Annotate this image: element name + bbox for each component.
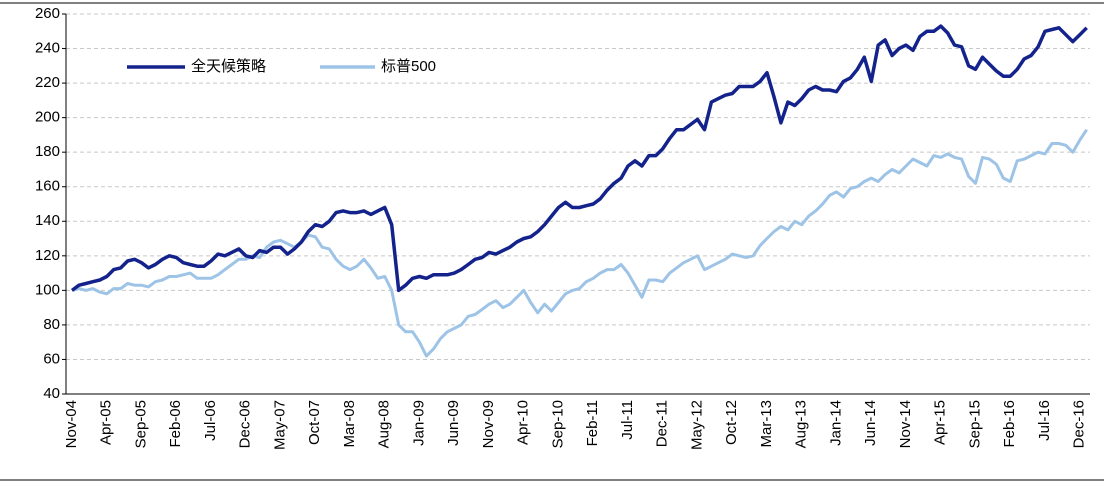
- x-tick-label: Dec-16: [1071, 400, 1088, 448]
- x-tick-label: May-12: [688, 400, 705, 450]
- x-tick-label: Jun-14: [862, 400, 879, 446]
- x-tick-label: Apr-10: [515, 400, 532, 445]
- x-tick-label: Jan-09: [410, 400, 427, 446]
- x-tick-label: Dec-11: [654, 400, 671, 447]
- y-tick-label: 80: [43, 316, 60, 333]
- x-tick-label: Apr-05: [98, 400, 115, 445]
- x-tick-label: Mar-08: [341, 400, 358, 448]
- y-tick-label: 260: [35, 5, 60, 22]
- x-tick-label: Jul-06: [202, 400, 219, 441]
- x-tick-label: Sep-05: [132, 400, 149, 448]
- y-tick-label: 40: [43, 385, 60, 402]
- x-tick-label: Jun-09: [445, 400, 462, 446]
- y-tick-label: 160: [35, 178, 60, 195]
- x-tick-label: Aug-08: [376, 400, 393, 448]
- y-tick-label: 140: [35, 212, 60, 229]
- x-tick-label: May-07: [271, 400, 288, 450]
- y-tick-label: 120: [35, 247, 60, 264]
- x-tick-label: Jul-16: [1036, 400, 1053, 441]
- y-tick-label: 220: [35, 74, 60, 91]
- legend-label: 标普500: [381, 58, 436, 75]
- x-tick-label: Oct-07: [306, 400, 323, 445]
- x-tick-label: Nov-14: [897, 400, 914, 448]
- y-tick-label: 200: [35, 109, 60, 126]
- x-tick-label: Dec-06: [237, 400, 254, 448]
- legend-label: 全天候策略: [191, 57, 266, 75]
- y-tick-label: 180: [35, 143, 60, 160]
- x-tick-label: Sep-10: [549, 400, 566, 448]
- series-line: [71, 128, 1088, 358]
- x-tick-label: Apr-15: [932, 400, 949, 445]
- y-tick-label: 240: [35, 40, 60, 57]
- x-tick-label: Feb-16: [1001, 400, 1018, 448]
- x-tick-label: Feb-11: [584, 400, 601, 446]
- x-tick-label: Nov-09: [480, 400, 497, 448]
- x-tick-label: Jan-14: [827, 400, 844, 446]
- y-tick-label: 60: [43, 350, 60, 367]
- x-tick-label: Sep-15: [966, 400, 983, 448]
- x-tick-label: Oct-12: [723, 400, 740, 445]
- x-tick-label: Feb-06: [167, 400, 184, 448]
- series-line: [70, 24, 1088, 293]
- x-tick-label: Nov-04: [63, 400, 80, 448]
- x-tick-label: Aug-13: [793, 400, 810, 448]
- x-tick-label: Jul-11: [619, 400, 636, 440]
- y-tick-label: 100: [35, 281, 60, 298]
- x-tick-label: Mar-13: [758, 400, 775, 448]
